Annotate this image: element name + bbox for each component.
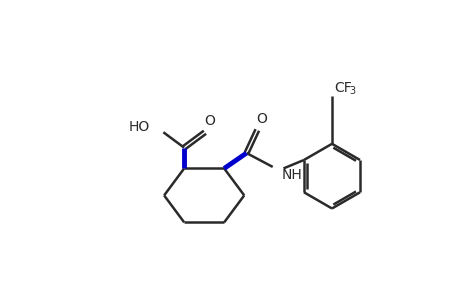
Text: HO: HO [128, 120, 149, 134]
Text: O: O [204, 115, 214, 128]
Text: O: O [256, 112, 267, 126]
Text: 3: 3 [348, 86, 354, 96]
Text: NH: NH [281, 168, 302, 182]
Text: CF: CF [334, 81, 351, 95]
